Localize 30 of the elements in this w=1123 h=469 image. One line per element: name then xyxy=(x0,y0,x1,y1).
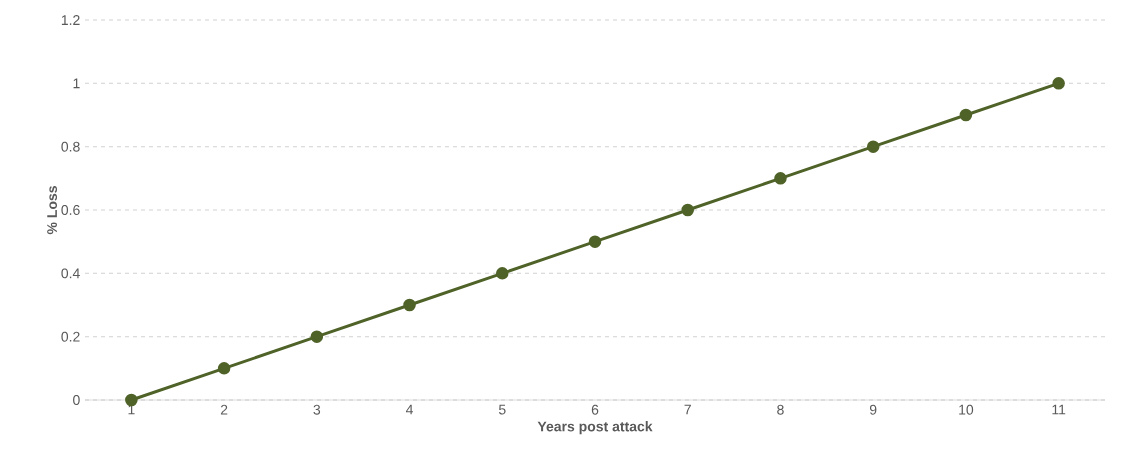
x-tick-label: 11 xyxy=(1052,404,1066,415)
point xyxy=(403,298,416,312)
point xyxy=(959,108,973,122)
y-tick-label: 0.6 xyxy=(61,205,80,215)
y-tick-label: 1 xyxy=(73,78,80,89)
point xyxy=(310,330,324,343)
x-tick-label: 4 xyxy=(405,404,414,415)
x-tick-label: 6 xyxy=(591,404,599,415)
point xyxy=(866,140,880,153)
x-tick-label: 9 xyxy=(869,404,877,415)
point xyxy=(217,362,231,375)
y-tick-label: 0 xyxy=(73,395,80,405)
x-axis-title: Years post attack xyxy=(537,421,653,435)
x-tick-label: 8 xyxy=(777,404,784,415)
y-tick-label: 0.2 xyxy=(61,331,80,342)
point xyxy=(774,172,787,185)
point xyxy=(681,203,695,217)
point xyxy=(1052,77,1065,90)
point xyxy=(125,393,138,407)
point xyxy=(588,235,602,248)
x-tick-label: 5 xyxy=(498,404,506,415)
y-axis-title: % Loss xyxy=(47,186,58,235)
x-tick-label: 7 xyxy=(684,404,691,415)
y-tick-label: 0.8 xyxy=(61,141,80,152)
y-tick-label: 1.2 xyxy=(61,15,80,25)
y-tick-label: 0.4 xyxy=(61,268,80,279)
point xyxy=(496,267,509,280)
x-tick-label: 2 xyxy=(220,404,228,415)
x-tick-label: 3 xyxy=(313,404,321,415)
x-tick-label: 10 xyxy=(959,404,974,415)
